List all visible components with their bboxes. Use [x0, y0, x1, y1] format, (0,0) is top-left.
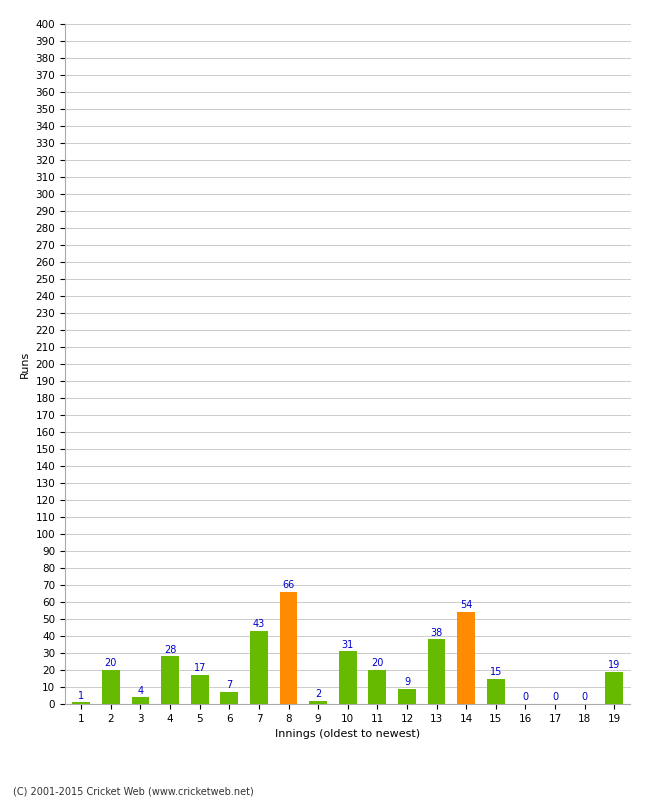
Text: 19: 19	[608, 660, 620, 670]
Bar	[605, 672, 623, 704]
X-axis label: Innings (oldest to newest): Innings (oldest to newest)	[275, 730, 421, 739]
Text: 54: 54	[460, 601, 473, 610]
Text: 15: 15	[489, 667, 502, 677]
Bar	[131, 697, 150, 704]
Text: 4: 4	[137, 686, 144, 695]
Bar	[191, 675, 209, 704]
Text: 20: 20	[105, 658, 117, 668]
Bar	[72, 702, 90, 704]
Bar	[309, 701, 327, 704]
Text: 0: 0	[523, 692, 528, 702]
Text: 38: 38	[430, 628, 443, 638]
Bar	[458, 612, 475, 704]
Bar	[250, 631, 268, 704]
Bar	[369, 670, 386, 704]
Bar	[398, 689, 416, 704]
Text: 0: 0	[582, 692, 588, 702]
Bar	[280, 592, 298, 704]
Bar	[220, 692, 238, 704]
Text: 28: 28	[164, 645, 176, 654]
Text: 31: 31	[342, 640, 354, 650]
Text: 43: 43	[253, 619, 265, 629]
Bar	[487, 678, 504, 704]
Bar	[102, 670, 120, 704]
Text: 66: 66	[282, 580, 294, 590]
Text: 9: 9	[404, 677, 410, 687]
Text: 17: 17	[194, 663, 206, 674]
Text: 2: 2	[315, 689, 321, 699]
Text: 1: 1	[78, 690, 84, 701]
Text: 7: 7	[226, 680, 233, 690]
Bar	[161, 656, 179, 704]
Text: 20: 20	[371, 658, 384, 668]
Bar	[428, 639, 445, 704]
Bar	[339, 651, 357, 704]
Text: (C) 2001-2015 Cricket Web (www.cricketweb.net): (C) 2001-2015 Cricket Web (www.cricketwe…	[13, 786, 254, 796]
Y-axis label: Runs: Runs	[20, 350, 30, 378]
Text: 0: 0	[552, 692, 558, 702]
